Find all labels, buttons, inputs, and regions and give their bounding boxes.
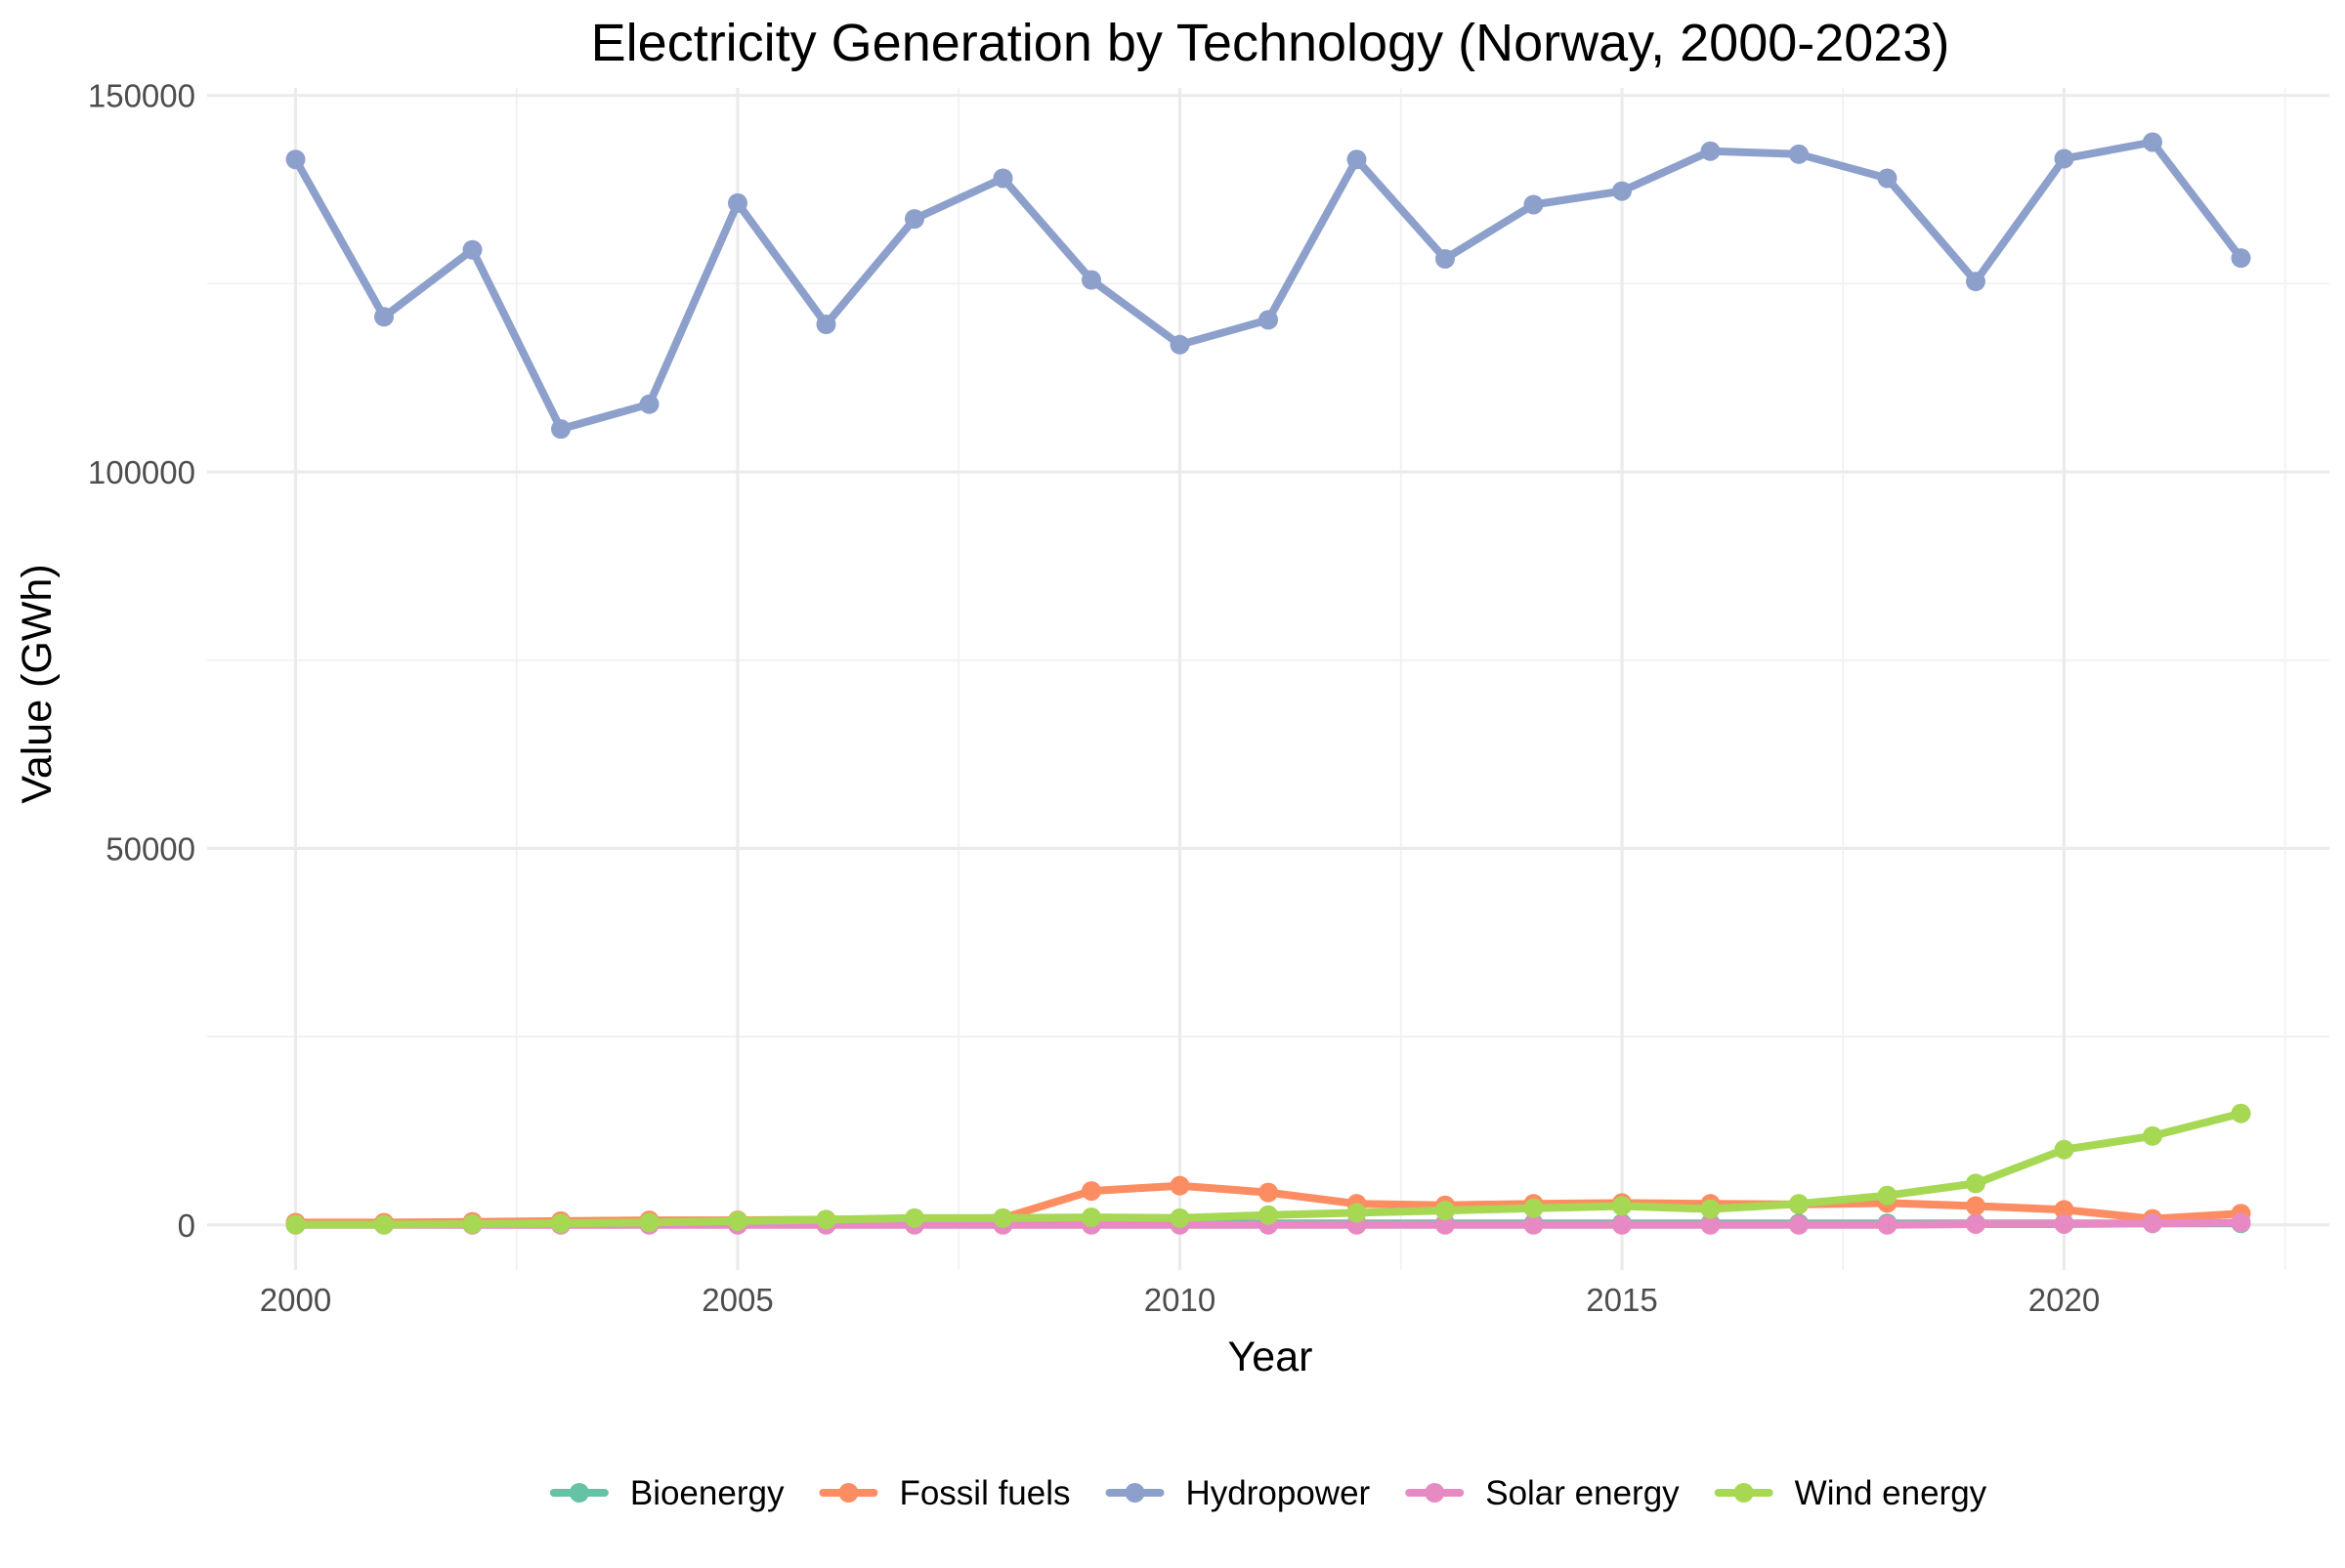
data-point	[1082, 270, 1101, 290]
legend-label: Fossil fuels	[899, 1474, 1070, 1512]
data-point	[2143, 1213, 2162, 1234]
data-point	[1966, 272, 1985, 292]
data-point	[1258, 310, 1278, 330]
data-point	[1612, 1196, 1632, 1216]
y-tick-label: 0	[178, 1208, 195, 1244]
legend-key-point	[1125, 1483, 1145, 1503]
grid-lines	[207, 88, 2329, 1270]
chart-title: Electricity Generation by Technology (No…	[591, 14, 1950, 72]
legend-label: Wind energy	[1795, 1474, 1987, 1512]
data-point	[1523, 1214, 1544, 1235]
legend-item: Hydropower	[1105, 1474, 1371, 1512]
x-tick-label: 2000	[260, 1282, 331, 1318]
series-line	[291, 138, 2245, 434]
legend: Bioenergy Fossil fuels Hydropower Solar ene…	[549, 1474, 1987, 1512]
data-point	[1435, 1214, 1455, 1235]
legend-item: Solar energy	[1405, 1474, 1680, 1512]
data-point	[2054, 148, 2074, 169]
data-point	[728, 1210, 747, 1231]
data-point	[285, 1214, 306, 1235]
data-point	[993, 1208, 1013, 1228]
data-point	[1700, 1214, 1721, 1235]
data-point	[1700, 1199, 1721, 1219]
data-point	[1346, 1203, 1367, 1223]
data-point	[462, 239, 483, 260]
data-point	[1523, 194, 1544, 215]
data-point	[1435, 1201, 1455, 1221]
data-series	[285, 132, 2251, 1235]
data-point	[551, 1213, 571, 1234]
y-tick-label: 150000	[88, 78, 195, 114]
data-point	[1966, 1196, 1985, 1216]
data-point	[1789, 1214, 1809, 1235]
y-axis-title: Value (GWh)	[14, 564, 61, 803]
data-point	[639, 394, 660, 414]
data-point	[816, 1209, 836, 1230]
legend-item: Fossil fuels	[819, 1474, 1071, 1512]
x-tick-label: 2020	[2028, 1282, 2100, 1318]
legend-key-point	[1425, 1483, 1445, 1503]
y-axis-ticks: 0 50000 100000 150000	[88, 78, 195, 1244]
data-point	[905, 209, 924, 230]
data-point	[2054, 1139, 2074, 1160]
data-point	[1082, 1208, 1101, 1228]
data-point	[285, 149, 306, 170]
data-point	[551, 419, 571, 440]
series-hydropower	[285, 132, 2251, 440]
data-point	[1877, 168, 1897, 189]
data-point	[1170, 334, 1190, 355]
data-point	[1966, 1213, 1985, 1234]
x-tick-label: 2005	[702, 1282, 773, 1318]
data-point	[2143, 1125, 2162, 1146]
data-point	[905, 1208, 924, 1228]
data-point	[1877, 1185, 1897, 1206]
x-axis-ticks: 2000 2005 2010 2015 2020	[260, 1282, 2100, 1318]
data-point	[374, 1214, 394, 1235]
data-point	[2054, 1200, 2074, 1220]
data-point	[1966, 1173, 1985, 1194]
data-point	[1170, 1208, 1190, 1228]
series-wind-energy	[285, 1103, 2251, 1235]
data-point	[639, 1212, 660, 1233]
legend-key-point	[1733, 1483, 1754, 1503]
data-point	[2231, 248, 2251, 269]
legend-label: Hydropower	[1186, 1474, 1371, 1512]
legend-label: Bioenergy	[630, 1474, 785, 1512]
x-tick-label: 2015	[1586, 1282, 1657, 1318]
data-point	[1435, 248, 1455, 269]
data-point	[1258, 1205, 1278, 1225]
y-tick-label: 50000	[106, 830, 195, 867]
legend-item: Bioenergy	[549, 1474, 785, 1512]
legend-item: Wind energy	[1714, 1474, 1987, 1512]
data-point	[1612, 181, 1632, 201]
data-point	[2231, 1103, 2251, 1123]
data-point	[462, 1213, 483, 1234]
data-point	[1700, 141, 1721, 161]
data-point	[1789, 144, 1809, 164]
legend-key-point	[569, 1483, 589, 1503]
data-point	[728, 192, 747, 213]
data-point	[1789, 1194, 1809, 1214]
y-tick-label: 100000	[88, 454, 195, 490]
data-point	[1258, 1182, 1278, 1203]
data-point	[1612, 1214, 1632, 1235]
data-point	[993, 168, 1013, 189]
x-axis-title: Year	[1228, 1334, 1313, 1380]
legend-label: Solar energy	[1485, 1474, 1680, 1512]
data-point	[1170, 1175, 1190, 1196]
data-point	[816, 315, 836, 334]
data-point	[1877, 1214, 1897, 1235]
data-point	[2054, 1213, 2074, 1234]
data-point	[2231, 1212, 2251, 1233]
data-point	[1346, 149, 1367, 170]
x-tick-label: 2010	[1144, 1282, 1215, 1318]
data-point	[1523, 1198, 1544, 1218]
data-point	[374, 307, 394, 327]
data-point	[1082, 1181, 1101, 1202]
legend-key-point	[838, 1483, 859, 1503]
data-point	[2143, 132, 2162, 152]
